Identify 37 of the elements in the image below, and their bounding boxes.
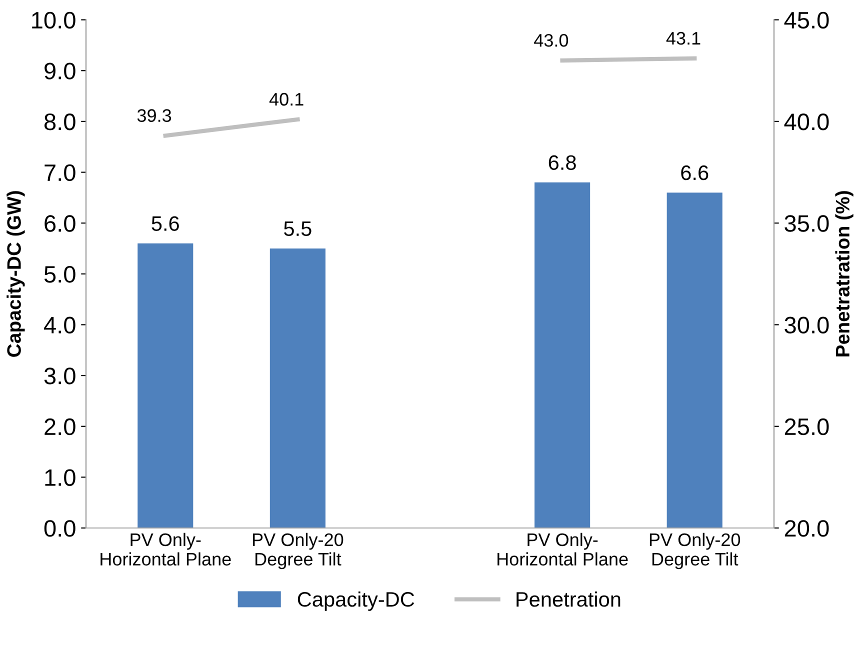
data-label: 5.6	[152, 216, 179, 231]
y-axis-title: Capacity-DC (GW)	[6, 191, 25, 357]
y2-tick-label: 40.0	[784, 114, 829, 130]
bar	[138, 243, 194, 528]
bar	[534, 182, 590, 528]
x-tick-label: PV Only-20 Degree Tilt	[253, 532, 344, 570]
y-tick-label: 4.0	[44, 316, 76, 334]
y-tick-label: 3.0	[44, 368, 76, 384]
y2-tick-label: 30.0	[784, 316, 829, 334]
bar	[666, 192, 722, 528]
x-tick-label: PV Only-20 Degree Tilt	[650, 532, 740, 570]
y-tick-label: 0.0	[44, 520, 76, 537]
y2-tick-label: 20.0	[784, 520, 829, 537]
y-tick-label: 6.0	[44, 215, 76, 232]
data-label: 6.8	[548, 155, 576, 170]
x-tick-label: PV Only- Horizontal Plane	[100, 532, 231, 566]
y2-axis-title: Penetratration (%)	[835, 191, 854, 356]
legend-label: Penetration	[516, 591, 620, 607]
data-label: 5.5	[284, 222, 312, 236]
data-label: 43.0	[534, 34, 568, 47]
y-tick-label: 8.0	[44, 114, 76, 130]
bar	[270, 248, 326, 528]
y-tick-label: 2.0	[44, 418, 76, 436]
y-tick-label: 5.0	[44, 266, 76, 283]
data-label: 43.1	[666, 32, 700, 45]
y2-tick-label: 45.0	[784, 12, 829, 29]
y-tick-label: 7.0	[44, 164, 76, 182]
data-label: 39.3	[137, 109, 172, 122]
y-tick-label: 9.0	[44, 62, 76, 80]
y-tick-label: 1.0	[45, 469, 76, 486]
legend-label: Capacity-DC	[298, 591, 414, 611]
y2-tick-label: 25.0	[784, 418, 829, 436]
y-tick-label: 10.0	[32, 12, 76, 29]
x-tick-label: PV Only- Horizontal Plane	[498, 532, 628, 566]
y2-tick-label: 35.0	[784, 215, 829, 232]
data-label: 40.1	[269, 92, 304, 106]
data-label: 6.6	[681, 165, 708, 180]
